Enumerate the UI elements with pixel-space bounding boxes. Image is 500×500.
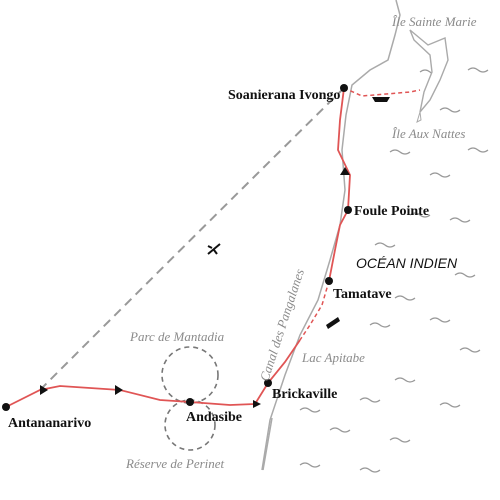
area-label: Lac Apitabe: [301, 350, 365, 365]
boat-route: [299, 280, 330, 341]
ocean-label: OCÉAN INDIEN: [356, 255, 458, 271]
place-label: Antananarivo: [8, 416, 91, 431]
place-label: Tamatave: [333, 287, 392, 302]
wave: [329, 427, 351, 433]
route: [5, 87, 351, 408]
place-dot: [344, 206, 352, 214]
place-dot: [2, 403, 10, 411]
place-dot: [186, 398, 194, 406]
wave: [299, 462, 321, 468]
wave: [359, 467, 381, 473]
wave: [359, 397, 381, 403]
wave: [374, 242, 396, 248]
boat-icon: [326, 317, 340, 329]
wave: [439, 402, 461, 408]
wave: [299, 407, 321, 413]
place-dot: [340, 84, 348, 92]
wave: [409, 212, 431, 218]
wave: [467, 147, 489, 153]
wave: [439, 107, 461, 113]
boat-icon: [372, 97, 390, 102]
wave: [454, 272, 476, 278]
place-label: Soanierana Ivongo: [228, 88, 340, 103]
area-label: Île Aux Nattes: [391, 126, 465, 141]
island: [416, 111, 422, 123]
area-label: Réserve de Perinet: [125, 456, 225, 471]
island: [409, 29, 449, 113]
reserve-boundary: [164, 399, 216, 451]
flight-route: [39, 87, 345, 391]
coastline: [262, 417, 273, 471]
place-label: Brickaville: [272, 387, 337, 402]
wave: [389, 149, 411, 155]
arrow: [40, 167, 350, 408]
wave: [449, 217, 471, 223]
waves: [299, 67, 489, 473]
place-label: Andasibe: [186, 410, 242, 425]
place-label: Foule Pointe: [354, 204, 429, 219]
wave: [369, 322, 391, 328]
place-dot: [325, 277, 333, 285]
wave: [459, 347, 481, 353]
wave: [394, 377, 416, 383]
dots: [2, 84, 352, 411]
area-label: Île Sainte Marie: [391, 14, 477, 29]
area-label: Parc de Mantadia: [129, 329, 225, 344]
ferry-route: [343, 87, 421, 97]
park-boundary: [161, 346, 219, 404]
wave: [389, 437, 411, 443]
wave: [429, 172, 451, 178]
place-dot: [264, 379, 272, 387]
wave: [394, 295, 416, 301]
wave: [429, 317, 451, 323]
wave: [467, 67, 489, 73]
plane-icon: [207, 243, 221, 255]
